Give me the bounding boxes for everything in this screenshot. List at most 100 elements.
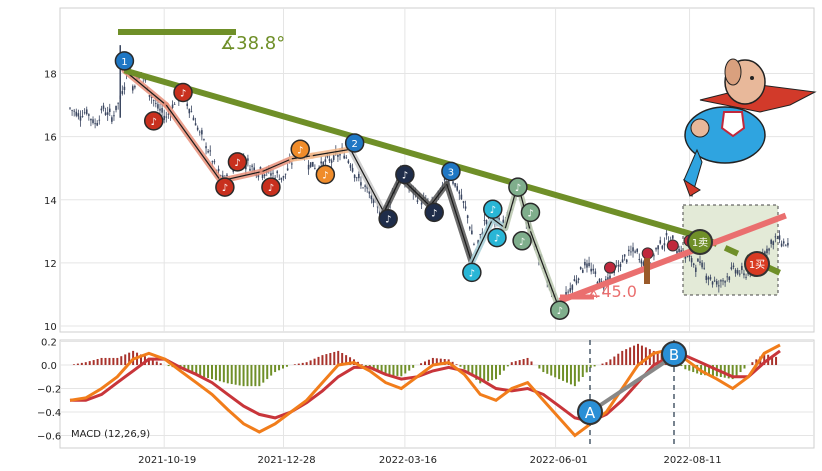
divergence-line xyxy=(588,354,676,414)
signal-marker-label: ♪ xyxy=(385,215,391,226)
candle-body xyxy=(282,175,285,178)
candle-body xyxy=(774,236,777,238)
macd-histogram-bar xyxy=(522,359,525,365)
macd-histogram-bar xyxy=(566,365,568,383)
macd-histogram-bar xyxy=(246,365,249,387)
candle-body xyxy=(452,181,454,184)
candle-body xyxy=(368,191,371,194)
candle-body xyxy=(588,262,590,267)
candle-body xyxy=(676,250,678,254)
candle-body xyxy=(661,245,664,249)
candle-body xyxy=(466,215,469,219)
macd-histogram-bar xyxy=(104,357,107,365)
small-signal-dot xyxy=(604,261,616,274)
candle-body xyxy=(100,108,103,111)
candle-body xyxy=(780,243,783,247)
signal-marker-label: ♪ xyxy=(222,183,228,194)
candle-body xyxy=(73,110,75,112)
macd-histogram-bar xyxy=(562,365,565,381)
candle-body xyxy=(115,105,117,111)
signal-marker xyxy=(215,177,235,197)
candle-body xyxy=(569,288,572,292)
candle-body xyxy=(362,187,364,189)
y-tick-label: 16 xyxy=(44,133,57,144)
macd-histogram-bar xyxy=(72,364,75,365)
macd-histogram-bar xyxy=(502,365,505,371)
macd-histogram-bar xyxy=(388,365,391,376)
candle-body xyxy=(707,277,710,280)
macd-histogram-bar xyxy=(191,365,194,374)
macd-histogram-bar xyxy=(112,357,115,365)
macd-histogram-bar xyxy=(337,350,340,365)
signal-marker-label: ♪ xyxy=(494,234,500,245)
y-tick-label: 0.2 xyxy=(41,338,57,349)
y-tick-label: 14 xyxy=(44,196,57,207)
candle-body xyxy=(607,277,609,281)
candle-body xyxy=(477,240,479,245)
trendlines: ∡38.8° ∡45.0 xyxy=(118,29,788,304)
candle-body xyxy=(577,278,580,281)
zigzag-line xyxy=(262,158,293,172)
macd-histogram-bar xyxy=(238,365,241,386)
macd-histogram-bar xyxy=(76,363,79,365)
candle-body xyxy=(728,276,731,280)
candle-body xyxy=(190,111,193,113)
y-tick-label: 12 xyxy=(44,259,57,270)
signal-marker xyxy=(114,51,135,71)
zigzag-line xyxy=(165,104,222,182)
macd-histogram-bar xyxy=(629,347,632,365)
candle-body xyxy=(726,276,729,278)
candle-body xyxy=(332,155,335,160)
y-tick-label: 18 xyxy=(44,70,57,81)
candle-body xyxy=(286,168,289,171)
candle-body xyxy=(462,201,465,203)
macd-histogram-bar xyxy=(459,365,462,367)
macd-histogram-bar xyxy=(688,365,691,371)
candle-body xyxy=(111,117,113,122)
candle-body xyxy=(628,249,630,252)
candle-body xyxy=(337,154,339,157)
candle-body xyxy=(634,251,636,253)
candle-body xyxy=(280,177,283,180)
candle-body xyxy=(349,164,352,168)
axis-ticks: 10 12 14 16 18 2021-10-19 2021-12-28 2022-03-16… xyxy=(37,70,722,466)
candle-body xyxy=(251,165,253,167)
candle-body xyxy=(217,168,220,172)
zigzag-line xyxy=(471,218,494,264)
shield-emblem xyxy=(720,111,746,138)
signal-marker xyxy=(508,177,528,197)
macd-histogram-bar xyxy=(727,365,730,379)
signal-marker-label: ♪ xyxy=(268,183,274,194)
macd-histogram-bar xyxy=(743,365,746,369)
candle-body xyxy=(458,191,461,194)
candle-body xyxy=(152,100,155,101)
macd-histogram-bar xyxy=(301,362,304,365)
signal-marker xyxy=(315,164,336,185)
macd-histogram-bar xyxy=(526,357,529,365)
candle-body xyxy=(150,96,153,99)
candle-body xyxy=(207,151,209,153)
signal-marker-label: ♪ xyxy=(431,208,437,219)
candle-body xyxy=(358,173,360,179)
macd-histogram-bar xyxy=(431,357,434,365)
signal-marker xyxy=(143,111,164,131)
signal-marker-label: ♪ xyxy=(322,171,328,182)
macd-histogram-bar xyxy=(313,358,316,365)
macd-title: MACD (12,26,9) xyxy=(71,429,150,440)
candle-body xyxy=(351,167,354,172)
candle-body xyxy=(722,280,724,282)
candle-body xyxy=(196,127,199,130)
candle-body xyxy=(328,158,331,161)
macd-histogram-bar xyxy=(254,365,257,387)
candle-body xyxy=(695,267,697,272)
candle-body xyxy=(370,195,373,200)
small-signal-dot xyxy=(641,247,654,260)
candle-body xyxy=(632,247,634,252)
candle-body xyxy=(699,261,701,264)
candle-body xyxy=(590,268,592,272)
trendline-pink xyxy=(558,212,787,304)
macd-histogram-bar xyxy=(309,360,312,365)
signal-marker-label: ♪ xyxy=(469,268,475,279)
candle-body xyxy=(249,168,251,171)
